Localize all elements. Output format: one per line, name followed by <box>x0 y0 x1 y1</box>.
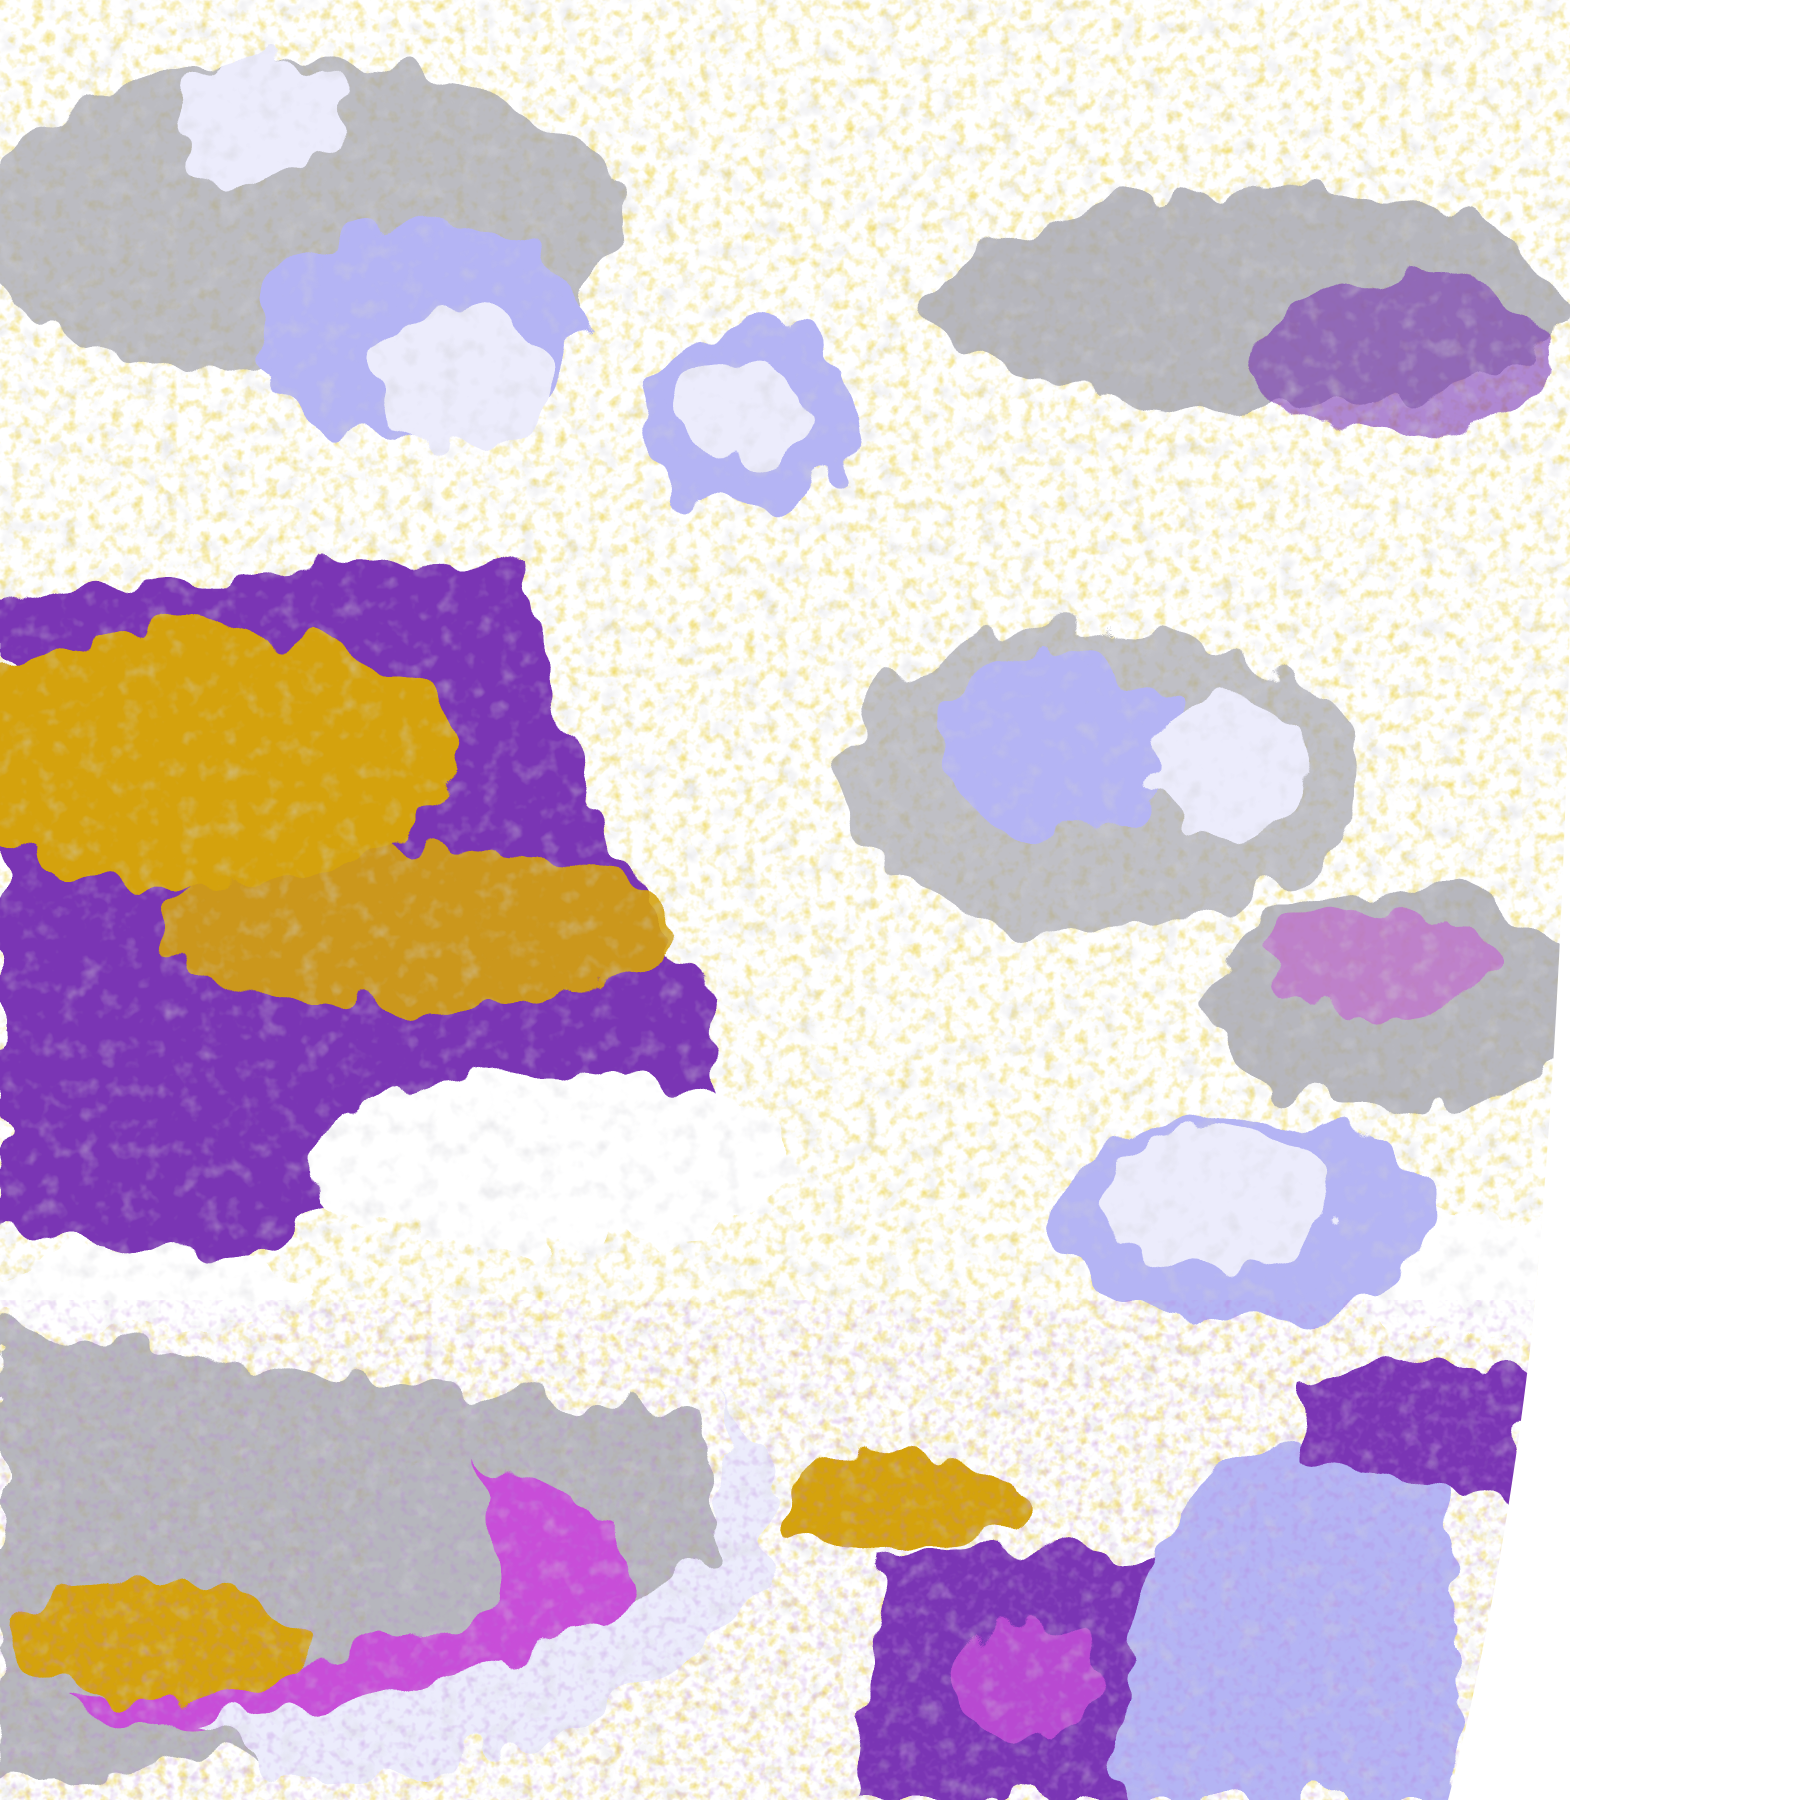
purple-texture <box>0 1300 1570 1800</box>
